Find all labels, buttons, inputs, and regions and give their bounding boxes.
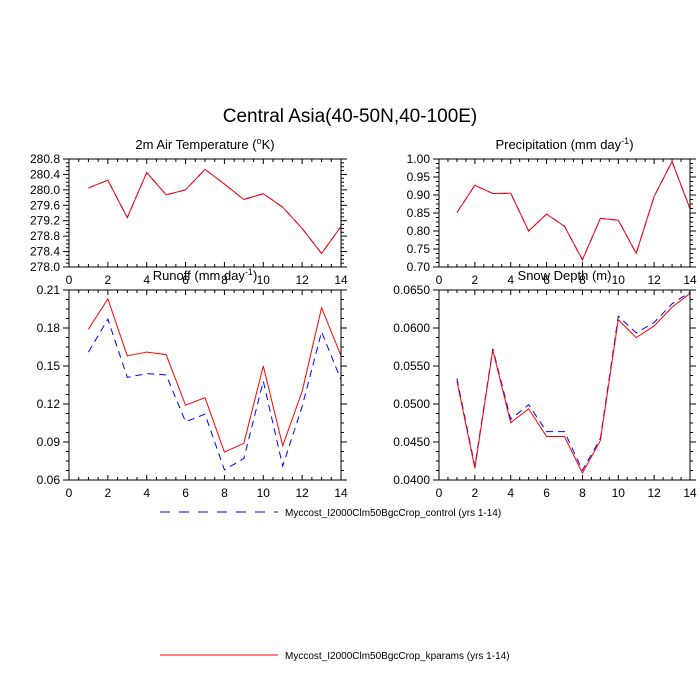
x-tick-label: 12: [647, 486, 661, 500]
x-tick-label: 4: [143, 273, 150, 287]
y-tick-label: 1.00: [407, 152, 431, 166]
panel-temperature: 2m Air Temperature (oK)0 2 4 6 8 10 12 14278.02…: [30, 136, 348, 287]
plot-frame: [68, 158, 342, 268]
x-tick-label: 6: [543, 273, 550, 287]
panel-runoff: Runoff (mm day-1) 0 2 4 6 8 10 12 14 0.06 0.09 0.12…: [37, 267, 348, 500]
x-tick-label: 2: [105, 273, 112, 287]
panel-title-suffix: ): [253, 268, 257, 283]
y-tick-label: 0.70: [407, 260, 431, 274]
x-tick-label: 12: [295, 486, 309, 500]
x-tick-label: 2: [472, 486, 479, 500]
plot-frame: [68, 289, 342, 481]
series-line-control-runoff: [87, 317, 342, 471]
y-tick-label: 0.0450: [393, 435, 430, 449]
x-tick-label: 2: [105, 486, 112, 500]
legend-label-kparams: Myccost_I2000Clm50BgcCrop_kparams (yrs 1…: [285, 651, 510, 662]
y-tick-label: 0.85: [407, 206, 431, 220]
series-line-control-temperature: [88, 168, 342, 255]
y-tick-label: 0.90: [407, 188, 431, 202]
y-tick-label: 278.8: [30, 229, 60, 243]
x-tick-label: 10: [612, 273, 626, 287]
y-tick-label: 0.12: [37, 397, 61, 411]
panel-title-superscript: -1: [621, 136, 629, 146]
x-tick-label: 6: [182, 273, 189, 287]
series-line-control-precipitation: [456, 160, 691, 261]
series-line-control-snow-depth: [456, 291, 691, 472]
x-tick-label: 0: [436, 486, 443, 500]
legend: Myccost_I2000Clm50BgcCrop_control (yrs 1…: [160, 508, 510, 662]
y-tick-label: 278.4: [30, 245, 60, 259]
x-tick-label: 14: [334, 273, 348, 287]
panel-title-temperature: 2m Air Temperature (oK): [135, 136, 274, 152]
x-tick-label: 8: [579, 273, 586, 287]
panel-title-text: Runoff (mm day: [153, 268, 246, 283]
x-tick-label: 6: [543, 486, 550, 500]
panel-title-text: 2m Air Temperature (: [135, 137, 257, 152]
x-tick-label: 12: [647, 273, 661, 287]
plot-frame: [438, 289, 691, 481]
panel-title-runoff: Runoff (mm day-1): [153, 267, 258, 283]
y-tick-label: 0.21: [37, 283, 61, 297]
series-line-kparams-precipitation: [456, 160, 691, 261]
panel-title-superscript: o: [257, 136, 262, 146]
x-tick-label: 8: [221, 273, 228, 287]
x-tick-label: 14: [683, 273, 697, 287]
y-tick-label: 0.0400: [393, 473, 430, 487]
x-tick-label: 8: [579, 486, 586, 500]
y-tick-label: 0.0650: [393, 283, 430, 297]
y-tick-label: 0.95: [407, 170, 431, 184]
panel-snow-depth: Snow Depth (m) 0 2 4 6 8 10 12 14 0.0400 0.0450 0.0…: [393, 268, 697, 500]
panel-title-text: Precipitation (mm day: [495, 137, 621, 152]
y-tick-label: 0.15: [37, 359, 61, 373]
x-tick-label: 0: [436, 273, 443, 287]
y-tick-label: 278.0: [30, 260, 60, 274]
series-line-kparams-temperature: [88, 168, 342, 255]
x-tick-label: 2: [472, 273, 479, 287]
panel-title-suffix: K): [262, 137, 275, 152]
series-line-kparams-runoff: [88, 297, 342, 453]
x-tick-label: 10: [612, 486, 626, 500]
y-tick-label: 0.0550: [393, 359, 430, 373]
figure-title: Central Asia(40-50N,40-100E): [223, 106, 478, 127]
y-tick-label: 280.4: [30, 167, 60, 181]
x-tick-label: 4: [507, 273, 514, 287]
panel-title-suffix: ): [629, 137, 633, 152]
x-tick-label: 4: [143, 486, 150, 500]
y-tick-label: 0.75: [407, 242, 431, 256]
y-tick-label: 0.80: [407, 224, 431, 238]
panel-title-snow-depth: Snow Depth (m): [518, 268, 612, 283]
x-tick-label: 0: [66, 486, 73, 500]
legend-label-control: Myccost_I2000Clm50BgcCrop_control (yrs 1…: [285, 508, 501, 519]
x-tick-label: 0: [66, 273, 73, 287]
panels: 2m Air Temperature (oK)0 2 4 6 8 10 12 14278.02…: [30, 136, 697, 500]
x-tick-label: 8: [221, 486, 228, 500]
x-tick-label: 4: [507, 486, 514, 500]
y-tick-label: 280.0: [30, 183, 60, 197]
y-tick-label: 279.6: [30, 198, 60, 212]
panel-title-text: Snow Depth (m): [518, 268, 612, 283]
y-tick-label: 279.2: [30, 214, 60, 228]
plot-frame: [438, 158, 691, 268]
panel-title-superscript: -1: [245, 267, 253, 277]
x-tick-label: 12: [295, 273, 309, 287]
y-tick-label: 0.09: [37, 435, 61, 449]
x-tick-label: 10: [257, 486, 271, 500]
x-tick-label: 6: [182, 486, 189, 500]
panel-precipitation: Precipitation (mm day-1) 0 2 4 6 8 10 12 14 0.70 0…: [407, 136, 697, 287]
series-line-kparams-snow-depth: [456, 293, 691, 475]
y-tick-label: 0.18: [37, 321, 61, 335]
panel-title-precipitation: Precipitation (mm day-1): [495, 136, 633, 152]
y-tick-label: 0.0600: [393, 321, 430, 335]
x-tick-label: 14: [683, 486, 697, 500]
y-tick-label: 280.8: [30, 152, 60, 166]
x-tick-label: 10: [257, 273, 271, 287]
y-tick-label: 0.0500: [393, 397, 430, 411]
y-tick-label: 0.06: [37, 473, 61, 487]
x-tick-label: 14: [334, 486, 348, 500]
